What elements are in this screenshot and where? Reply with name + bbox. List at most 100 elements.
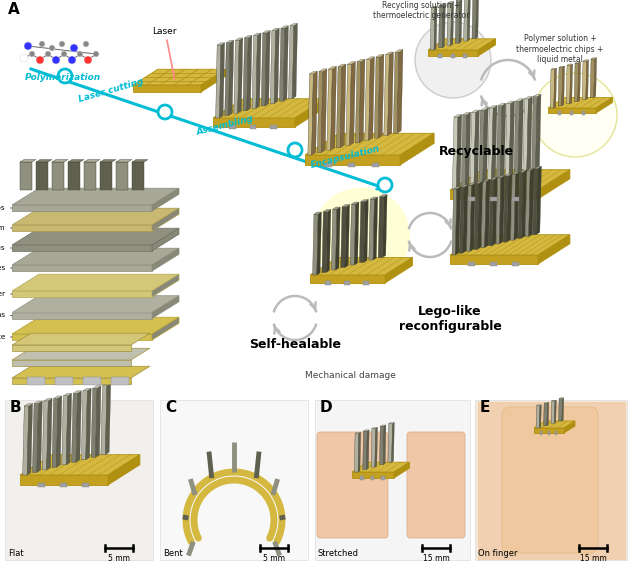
- Polygon shape: [463, 112, 471, 115]
- Polygon shape: [93, 386, 101, 388]
- Polygon shape: [213, 118, 295, 127]
- Polygon shape: [318, 71, 323, 152]
- Polygon shape: [476, 181, 483, 183]
- Circle shape: [36, 56, 44, 64]
- Polygon shape: [133, 85, 201, 92]
- Bar: [38, 483, 45, 487]
- Polygon shape: [247, 36, 252, 111]
- Polygon shape: [527, 97, 532, 172]
- Polygon shape: [256, 33, 261, 108]
- Polygon shape: [309, 71, 318, 74]
- Polygon shape: [400, 133, 434, 165]
- Polygon shape: [586, 60, 588, 99]
- Polygon shape: [591, 58, 597, 59]
- Polygon shape: [152, 274, 179, 297]
- Bar: [100, 162, 112, 190]
- Polygon shape: [73, 391, 81, 393]
- Polygon shape: [430, 7, 435, 50]
- Polygon shape: [333, 207, 340, 209]
- Bar: [5, 400, 153, 560]
- Polygon shape: [544, 402, 549, 403]
- Polygon shape: [66, 393, 72, 465]
- Polygon shape: [509, 101, 515, 177]
- Polygon shape: [367, 57, 374, 59]
- Polygon shape: [310, 258, 413, 275]
- Polygon shape: [292, 24, 297, 99]
- Text: Recyclable: Recyclable: [438, 145, 513, 158]
- Bar: [540, 431, 542, 435]
- Text: n-legs/p-legs: n-legs/p-legs: [0, 245, 12, 251]
- Polygon shape: [321, 69, 327, 152]
- Polygon shape: [12, 248, 179, 265]
- Bar: [52, 162, 64, 190]
- Polygon shape: [280, 28, 285, 101]
- Polygon shape: [234, 40, 239, 113]
- Polygon shape: [564, 421, 575, 433]
- Text: C: C: [165, 400, 176, 415]
- Bar: [450, 54, 454, 58]
- Polygon shape: [570, 64, 573, 104]
- Text: 5 mm: 5 mm: [108, 554, 130, 563]
- Bar: [132, 162, 144, 190]
- Polygon shape: [12, 205, 152, 211]
- Polygon shape: [12, 291, 152, 297]
- Polygon shape: [452, 117, 458, 190]
- Bar: [324, 163, 331, 167]
- Polygon shape: [532, 97, 537, 170]
- Polygon shape: [547, 402, 549, 426]
- Polygon shape: [507, 174, 512, 242]
- Polygon shape: [428, 39, 496, 50]
- Circle shape: [533, 73, 617, 157]
- Polygon shape: [534, 166, 541, 168]
- Polygon shape: [481, 108, 488, 110]
- Polygon shape: [64, 393, 72, 396]
- Polygon shape: [284, 26, 289, 101]
- Polygon shape: [341, 206, 347, 267]
- Bar: [27, 377, 45, 385]
- Polygon shape: [536, 94, 541, 170]
- Polygon shape: [322, 212, 328, 273]
- Bar: [372, 163, 379, 167]
- Polygon shape: [12, 245, 152, 251]
- Polygon shape: [340, 64, 346, 148]
- Polygon shape: [342, 205, 350, 206]
- Polygon shape: [533, 168, 537, 235]
- Circle shape: [70, 44, 78, 52]
- Polygon shape: [455, 186, 461, 255]
- Polygon shape: [152, 188, 179, 211]
- Polygon shape: [274, 28, 279, 104]
- Polygon shape: [472, 110, 479, 113]
- Circle shape: [158, 105, 172, 119]
- Polygon shape: [562, 66, 564, 106]
- Polygon shape: [54, 396, 62, 398]
- Polygon shape: [289, 26, 294, 99]
- Polygon shape: [500, 104, 506, 179]
- Bar: [36, 162, 48, 190]
- Polygon shape: [12, 317, 179, 334]
- Polygon shape: [459, 0, 462, 43]
- Polygon shape: [201, 69, 226, 92]
- Polygon shape: [490, 106, 497, 108]
- Polygon shape: [548, 108, 596, 113]
- Polygon shape: [350, 204, 356, 265]
- Polygon shape: [272, 28, 279, 30]
- Text: B: B: [10, 400, 21, 415]
- Polygon shape: [12, 312, 152, 319]
- Polygon shape: [331, 209, 337, 270]
- Text: Laser cutting: Laser cutting: [78, 77, 145, 104]
- Polygon shape: [270, 30, 276, 104]
- Polygon shape: [25, 404, 33, 406]
- Polygon shape: [387, 52, 394, 136]
- Polygon shape: [496, 178, 501, 244]
- Circle shape: [39, 41, 45, 47]
- Polygon shape: [470, 113, 476, 186]
- Bar: [467, 197, 474, 201]
- Polygon shape: [397, 49, 403, 133]
- Polygon shape: [454, 114, 462, 117]
- Polygon shape: [394, 462, 410, 478]
- Polygon shape: [215, 45, 221, 118]
- Polygon shape: [359, 59, 365, 143]
- Polygon shape: [105, 384, 111, 455]
- Polygon shape: [470, 183, 476, 251]
- Polygon shape: [431, 6, 437, 7]
